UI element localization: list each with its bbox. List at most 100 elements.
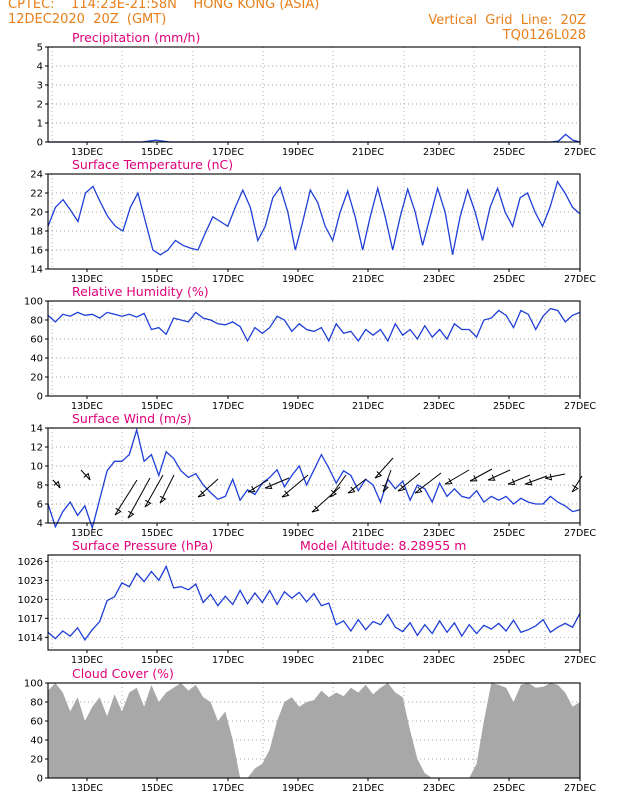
panel-title: Surface Wind (m/s) [72, 411, 192, 426]
x-tick-label: 27DEC [564, 401, 596, 412]
x-tick-label: 15DEC [141, 147, 173, 158]
panel-frame [47, 682, 581, 779]
x-tick-label: 15DEC [141, 528, 173, 539]
x-tick-label: 21DEC [352, 655, 384, 666]
wind-arrow [487, 469, 511, 481]
x-tick-label: 27DEC [564, 655, 596, 666]
wind-arrowhead [247, 486, 256, 493]
x-tick-label: 23DEC [423, 401, 455, 412]
wind-arrowhead [83, 472, 91, 481]
wind-arrow [347, 478, 367, 494]
y-tick-label: 20 [30, 208, 43, 219]
panel-frame [47, 427, 581, 524]
x-tick-label: 13DEC [71, 147, 103, 158]
y-tick-label: 1026 [18, 557, 43, 568]
x-tick-label: 27DEC [564, 147, 596, 158]
x-tick-label: 13DEC [71, 528, 103, 539]
x-tick-label: 21DEC [352, 147, 384, 158]
temp-series-line [47, 180, 581, 256]
x-tick-label: 17DEC [212, 783, 244, 794]
x-tick-label: 13DEC [71, 783, 103, 794]
x-tick-label: 23DEC [423, 147, 455, 158]
x-tick-label: 21DEC [352, 401, 384, 412]
y-tick-label: 1023 [18, 576, 43, 587]
x-tick-label: 27DEC [564, 783, 596, 794]
x-tick-label: 19DEC [282, 274, 314, 285]
x-tick-label: 25DEC [493, 783, 525, 794]
precip-series-line [48, 133, 581, 143]
x-tick-label: 25DEC [493, 528, 525, 539]
y-tick-label: 0 [37, 392, 43, 403]
wind-series-line [47, 427, 581, 531]
wind-arrow [114, 479, 138, 516]
panel-frame [47, 554, 581, 651]
y-tick-label: 2 [37, 100, 43, 111]
panel-frame [47, 46, 581, 143]
wind-arrowhead [374, 471, 383, 479]
wind-arrow [264, 477, 290, 489]
wind-arrowhead [571, 484, 579, 493]
wind-arrowhead [507, 478, 516, 486]
x-tick-label: 17DEC [212, 528, 244, 539]
header-model-id: TQ0126L028 [502, 28, 586, 43]
y-tick-label: 16 [30, 246, 43, 257]
wind-arrowhead [487, 474, 496, 481]
wind-arrow [127, 477, 151, 519]
y-tick-label: 24 [30, 170, 43, 181]
x-tick-label: 23DEC [423, 528, 455, 539]
wind-arrow [329, 474, 347, 498]
x-tick-label: 17DEC [212, 274, 244, 285]
x-tick-label: 19DEC [282, 147, 314, 158]
y-tick-label: 6 [37, 500, 43, 511]
y-tick-label: 1014 [18, 633, 43, 644]
x-tick-label: 25DEC [493, 655, 525, 666]
wind-arrow [507, 474, 531, 485]
panel-frame [47, 173, 581, 270]
y-tick-label: 1020 [18, 595, 43, 606]
wind-arrowhead [114, 507, 122, 516]
wind-arrow [159, 474, 175, 504]
x-tick-label: 25DEC [493, 401, 525, 412]
wind-arrow [524, 475, 548, 485]
wind-arrow [382, 469, 392, 493]
x-tick-label: 15DEC [141, 401, 173, 412]
panel-frame [47, 300, 581, 397]
y-tick-label: 20 [30, 373, 43, 384]
wind-arrowhead [159, 495, 167, 504]
wind-arrowhead [414, 486, 423, 494]
rh-series-line [47, 307, 581, 343]
x-tick-label: 15DEC [141, 783, 173, 794]
x-tick-label: 13DEC [71, 274, 103, 285]
wind-arrowhead [144, 499, 152, 508]
wind-arrowhead [469, 475, 478, 482]
wind-arrowhead [397, 484, 406, 492]
y-tick-label: 5 [37, 43, 43, 54]
wind-arrow [52, 479, 61, 489]
wind-arrowhead [311, 505, 320, 513]
header-gridline: Vertical Grid Line: 20Z [428, 13, 586, 28]
x-tick-label: 17DEC [212, 147, 244, 158]
x-tick-label: 27DEC [564, 528, 596, 539]
x-tick-label: 27DEC [564, 274, 596, 285]
y-tick-label: 60 [30, 717, 43, 728]
y-tick-label: 20 [30, 755, 43, 766]
panel-title: Cloud Cover (%) [72, 666, 174, 681]
x-tick-label: 19DEC [282, 655, 314, 666]
y-tick-label: 80 [30, 698, 43, 709]
wind-arrowhead [329, 489, 337, 498]
wind-arrowhead [347, 486, 356, 494]
wind-arrowhead [197, 490, 206, 498]
y-tick-label: 0 [37, 138, 43, 149]
pres-series-line [47, 564, 581, 642]
x-tick-label: 23DEC [423, 783, 455, 794]
y-tick-label: 4 [37, 519, 43, 530]
y-tick-label: 0 [37, 774, 43, 785]
cloud-cover-area [48, 683, 580, 778]
wind-arrowhead [281, 490, 290, 498]
panel-title: Surface Temperature (nC) [72, 157, 233, 172]
x-tick-label: 19DEC [282, 528, 314, 539]
x-tick-label: 13DEC [71, 655, 103, 666]
wind-arrowhead [382, 484, 389, 493]
wind-arrow [444, 469, 470, 485]
x-tick-label: 25DEC [493, 274, 525, 285]
